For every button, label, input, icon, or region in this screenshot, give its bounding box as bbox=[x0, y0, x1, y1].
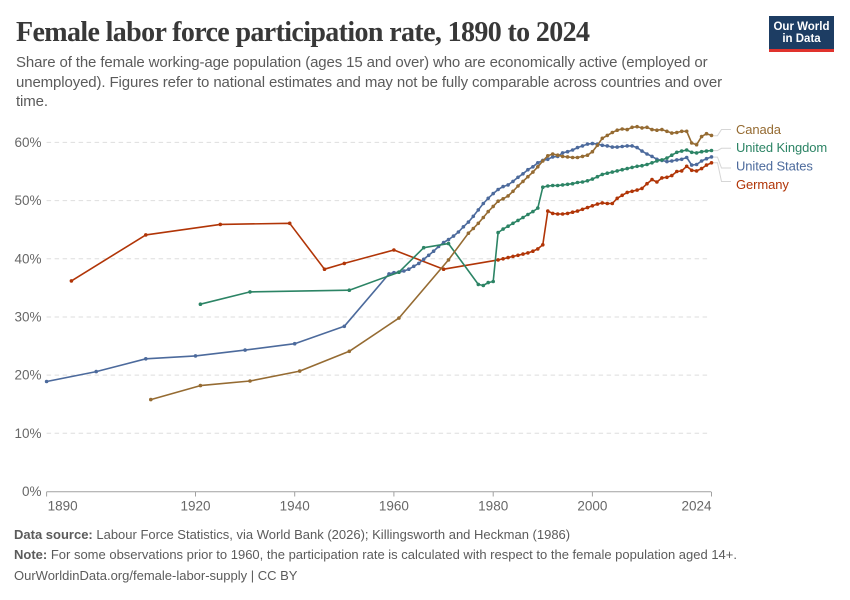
svg-text:30%: 30% bbox=[14, 310, 41, 325]
svg-text:1980: 1980 bbox=[478, 499, 508, 514]
svg-text:United States: United States bbox=[736, 159, 813, 174]
svg-text:50%: 50% bbox=[14, 193, 41, 208]
svg-text:1960: 1960 bbox=[379, 499, 409, 514]
svg-text:2024: 2024 bbox=[681, 499, 712, 514]
svg-text:1940: 1940 bbox=[280, 499, 310, 514]
svg-text:Canada: Canada bbox=[736, 122, 782, 137]
svg-text:2000: 2000 bbox=[577, 499, 607, 514]
svg-text:0%: 0% bbox=[22, 484, 42, 499]
svg-text:1890: 1890 bbox=[48, 499, 78, 514]
svg-text:20%: 20% bbox=[14, 368, 41, 383]
svg-text:1920: 1920 bbox=[180, 499, 210, 514]
svg-text:40%: 40% bbox=[14, 251, 41, 266]
svg-text:10%: 10% bbox=[14, 426, 41, 441]
svg-text:Germany: Germany bbox=[736, 177, 789, 192]
svg-text:60%: 60% bbox=[14, 135, 41, 150]
svg-text:United Kingdom: United Kingdom bbox=[736, 140, 827, 155]
